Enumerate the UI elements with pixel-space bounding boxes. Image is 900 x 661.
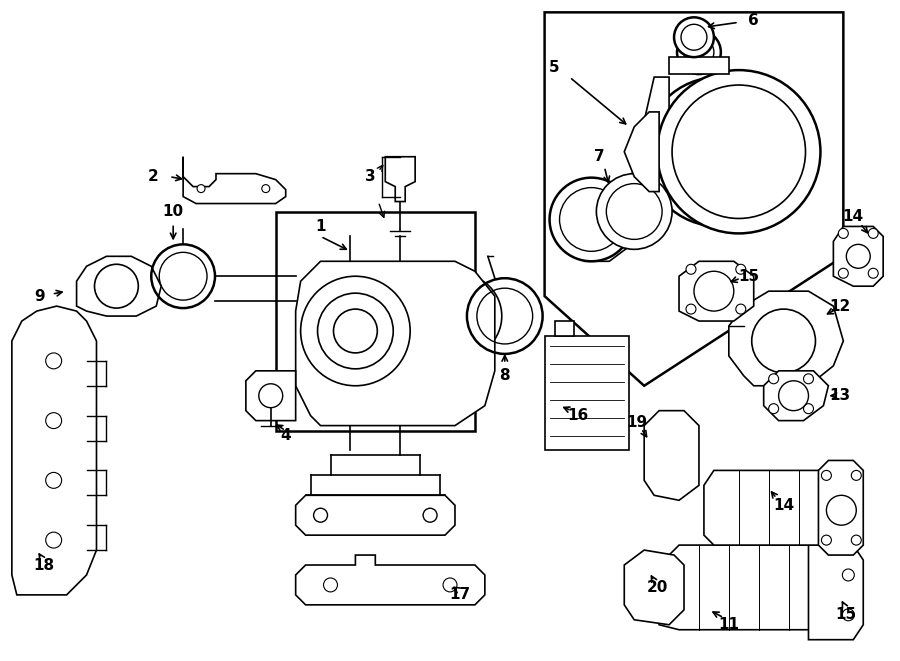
Text: 2: 2 xyxy=(148,169,158,184)
Polygon shape xyxy=(246,371,296,420)
Text: 16: 16 xyxy=(567,408,588,423)
Circle shape xyxy=(323,269,467,412)
Text: 13: 13 xyxy=(830,388,850,403)
Polygon shape xyxy=(584,77,669,261)
Circle shape xyxy=(259,384,283,408)
Polygon shape xyxy=(644,410,699,500)
Text: 3: 3 xyxy=(365,169,375,184)
Text: 7: 7 xyxy=(594,149,605,164)
Text: 17: 17 xyxy=(449,588,471,602)
Text: 18: 18 xyxy=(33,557,54,572)
Text: 15: 15 xyxy=(738,269,760,284)
Polygon shape xyxy=(554,321,574,336)
Text: 4: 4 xyxy=(281,428,291,443)
FancyBboxPatch shape xyxy=(544,336,629,451)
Circle shape xyxy=(323,578,338,592)
Circle shape xyxy=(851,535,861,545)
Circle shape xyxy=(822,471,832,481)
Circle shape xyxy=(360,306,430,376)
Circle shape xyxy=(677,30,721,74)
Polygon shape xyxy=(12,306,96,595)
Circle shape xyxy=(804,374,814,384)
Circle shape xyxy=(842,569,854,581)
Polygon shape xyxy=(625,112,659,192)
Circle shape xyxy=(597,174,672,249)
Circle shape xyxy=(550,178,634,261)
Circle shape xyxy=(443,578,457,592)
Circle shape xyxy=(736,264,746,274)
Text: 11: 11 xyxy=(718,617,739,633)
Polygon shape xyxy=(625,550,684,625)
Polygon shape xyxy=(729,291,843,386)
Polygon shape xyxy=(818,461,863,555)
Circle shape xyxy=(686,264,696,274)
Circle shape xyxy=(262,184,270,192)
Circle shape xyxy=(418,274,502,358)
Circle shape xyxy=(769,374,778,384)
Circle shape xyxy=(822,535,832,545)
Circle shape xyxy=(839,268,849,278)
Circle shape xyxy=(851,471,861,481)
Text: 12: 12 xyxy=(830,299,851,313)
Polygon shape xyxy=(296,261,495,426)
Circle shape xyxy=(46,412,61,428)
Text: 14: 14 xyxy=(842,209,864,224)
Circle shape xyxy=(842,609,854,621)
Text: 15: 15 xyxy=(836,607,857,622)
Polygon shape xyxy=(654,545,849,630)
Text: 1: 1 xyxy=(315,219,326,234)
Circle shape xyxy=(736,304,746,314)
Text: 6: 6 xyxy=(748,13,759,28)
Circle shape xyxy=(839,229,849,239)
Polygon shape xyxy=(704,471,853,545)
Text: 10: 10 xyxy=(163,204,184,219)
Circle shape xyxy=(46,473,61,488)
Circle shape xyxy=(313,508,328,522)
Polygon shape xyxy=(183,157,285,204)
Circle shape xyxy=(657,70,821,233)
Circle shape xyxy=(804,404,814,414)
Circle shape xyxy=(46,532,61,548)
Text: 5: 5 xyxy=(549,59,560,75)
Polygon shape xyxy=(385,157,415,202)
Circle shape xyxy=(432,288,488,344)
Circle shape xyxy=(769,404,778,414)
Text: 20: 20 xyxy=(646,580,668,596)
Circle shape xyxy=(423,508,437,522)
Polygon shape xyxy=(669,57,729,74)
Circle shape xyxy=(46,353,61,369)
Polygon shape xyxy=(808,545,863,640)
Circle shape xyxy=(344,289,447,393)
Polygon shape xyxy=(76,256,161,316)
Polygon shape xyxy=(764,371,828,420)
Circle shape xyxy=(197,184,205,192)
Polygon shape xyxy=(833,227,883,286)
Circle shape xyxy=(686,304,696,314)
Text: 9: 9 xyxy=(34,289,45,303)
Polygon shape xyxy=(296,555,485,605)
Text: 14: 14 xyxy=(773,498,794,513)
Circle shape xyxy=(674,17,714,57)
Text: 19: 19 xyxy=(626,415,648,430)
Polygon shape xyxy=(296,495,455,535)
Circle shape xyxy=(644,77,794,227)
Circle shape xyxy=(868,229,878,239)
Circle shape xyxy=(868,268,878,278)
Polygon shape xyxy=(679,261,753,321)
Text: 8: 8 xyxy=(500,368,510,383)
